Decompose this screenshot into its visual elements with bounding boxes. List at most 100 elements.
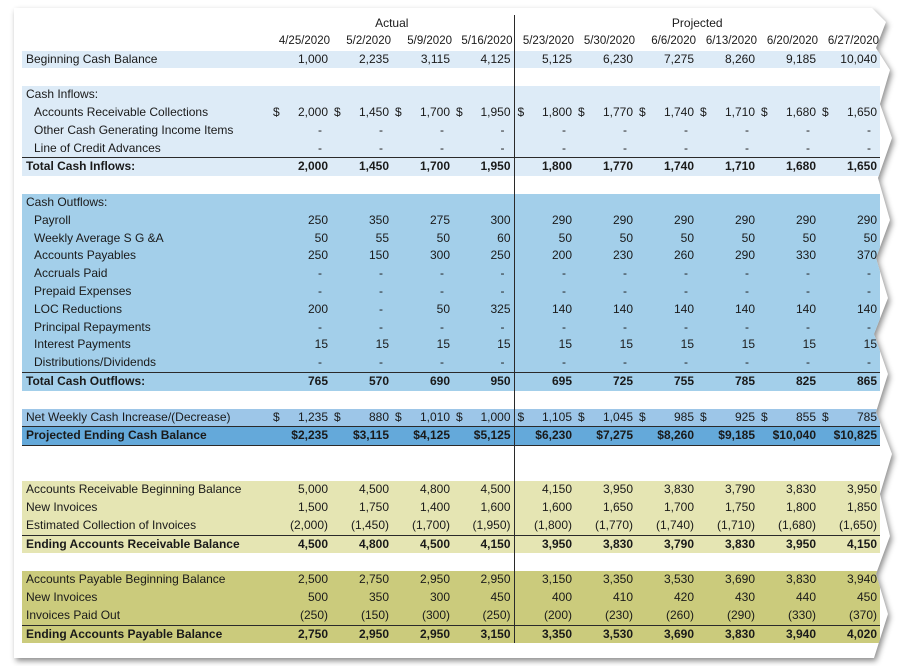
cell: $ 1,740	[639, 104, 694, 119]
blank-cell	[453, 390, 515, 409]
cell: 1,000	[297, 51, 328, 66]
cell: -	[684, 266, 688, 281]
cell: 290	[551, 212, 572, 227]
cell: (1,450)	[350, 517, 389, 532]
cell: -	[806, 283, 810, 298]
cell: 825	[758, 371, 819, 391]
date-header: 5/23/2020	[522, 34, 574, 47]
cell: 325	[453, 300, 515, 319]
cell: 2,235	[358, 51, 389, 66]
cell: $2,235	[270, 426, 331, 447]
cell: 300	[429, 590, 450, 604]
cell: 3,790	[636, 534, 697, 554]
blank-cell	[514, 176, 575, 194]
cell: 450	[856, 590, 877, 604]
cell: -	[867, 140, 871, 155]
row-label: Projected Ending Cash Balance	[22, 426, 270, 447]
cell: 200	[307, 301, 328, 316]
cell	[697, 86, 758, 104]
cell: -	[745, 266, 749, 281]
cell	[697, 194, 758, 212]
row-label: Ending Accounts Receivable Balance	[22, 534, 270, 554]
table-row: New Invoices 500 350 300 450 400 410 420 430 440 4…	[22, 589, 880, 607]
blank-cell	[758, 463, 819, 481]
cell: -	[318, 266, 322, 281]
blank-cell	[575, 463, 636, 481]
blank-cell	[270, 176, 331, 194]
cell: 250	[453, 247, 515, 266]
cell	[819, 194, 880, 212]
cell: -	[562, 140, 566, 155]
cell: 865	[819, 371, 880, 391]
cell: -	[379, 266, 383, 281]
cell: $ 1,045	[578, 409, 633, 424]
cell: 2,500	[297, 572, 328, 587]
cell: -	[745, 140, 749, 155]
table-row: Weekly Average S G &A 50 55 50 60 50 50 50 50 50 5…	[22, 229, 880, 248]
cell: -	[440, 355, 444, 370]
date-header: 6/27/2020	[827, 34, 879, 47]
cell: 300	[429, 248, 450, 263]
row-label: New Invoices	[26, 500, 98, 515]
cell: 150	[368, 248, 389, 263]
row-label: Accounts Receivable Collections	[34, 104, 209, 119]
blank-cell	[331, 176, 392, 194]
blank-cell	[392, 463, 453, 481]
cell	[758, 194, 819, 212]
cell: 3,350	[514, 624, 575, 644]
blank-cell	[819, 446, 880, 464]
table-row: Principal Repayments - - - - - - - - - -	[22, 318, 880, 337]
cell: 290	[612, 212, 633, 227]
cell: -	[562, 283, 566, 298]
blank-cell	[453, 176, 515, 194]
cell: (250)	[453, 606, 515, 626]
cell: 1,740	[636, 157, 697, 177]
row-label: Other Cash Generating Income Items	[34, 122, 234, 137]
cell: 400	[551, 590, 572, 604]
cell: 3,690	[724, 572, 755, 587]
blank-cell	[270, 68, 331, 86]
cell: -	[440, 319, 444, 334]
table-row: Accounts Payables 250 150 300 250 200 230 260 29…	[22, 247, 880, 266]
cell: -	[684, 355, 688, 370]
cell: -	[440, 122, 444, 137]
cell	[453, 86, 515, 104]
cell: 1,600	[453, 499, 515, 517]
table-row: Accruals Paid - - - - - - - - - -	[22, 265, 880, 283]
row-label: Cash Inflows:	[26, 87, 99, 102]
cell: 140	[856, 301, 877, 316]
cell: -	[867, 355, 871, 370]
table-row: Net Weekly Cash Increase/(Decrease) $ 1,2…	[22, 408, 880, 427]
row-label: Interest Payments	[34, 337, 131, 352]
cell: (300)	[421, 607, 450, 622]
cell: 15	[802, 337, 816, 352]
date-header: 4/25/2020	[278, 34, 330, 47]
blank-cell	[22, 176, 270, 194]
cell: 300	[453, 211, 515, 230]
cell: 3,690	[636, 624, 697, 644]
cell: 15	[375, 337, 389, 352]
blank-cell	[819, 68, 880, 86]
cell: 50	[741, 230, 755, 245]
cell	[575, 194, 636, 212]
row-label: Line of Credit Advances	[34, 140, 161, 155]
cell: -	[379, 122, 383, 137]
cell: 4,800	[419, 482, 450, 497]
cell: -	[379, 319, 383, 334]
cell: $ 880	[334, 409, 389, 424]
blank-cell	[514, 553, 575, 571]
cell: (1,680)	[777, 517, 816, 532]
cell: 260	[673, 248, 694, 263]
cell: -	[806, 319, 810, 334]
cell: 4,150	[453, 534, 515, 554]
cell: $ 2,000	[273, 104, 328, 119]
cell: -	[318, 319, 322, 334]
cell: 140	[795, 301, 816, 316]
row-label: Accruals Paid	[34, 266, 108, 281]
table-row: Cash Inflows:	[22, 86, 880, 104]
cell: 1,800	[514, 157, 575, 177]
cell: 290	[734, 248, 755, 263]
cell: 2,000	[270, 157, 331, 177]
cell: 250	[307, 212, 328, 227]
cell: (2,000)	[289, 517, 328, 532]
